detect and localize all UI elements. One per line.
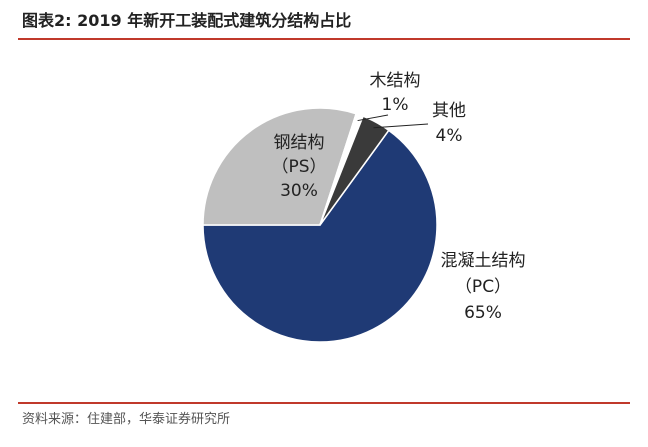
footer-rule xyxy=(18,402,630,404)
title-rule xyxy=(18,38,630,40)
label-ps-sub: （PS） xyxy=(271,157,326,177)
leader-line-other xyxy=(373,123,429,129)
label-wood-name: 木结构 xyxy=(370,71,421,91)
leader-line-wood xyxy=(357,114,389,122)
label-pc-sub: （PC） xyxy=(455,277,511,297)
pie-slices xyxy=(202,107,438,343)
pie-slice-pc xyxy=(202,129,438,343)
pie-slice-other xyxy=(319,115,390,226)
label-other-pct: 4% xyxy=(436,126,463,146)
label-wood-pct: 1% xyxy=(382,95,409,115)
label-ps-pct: 30% xyxy=(280,181,318,201)
label-pc-pct: 65% xyxy=(464,303,502,323)
figure-title: 图表2: 2019 年新开工装配式建筑分结构占比 xyxy=(22,11,352,30)
label-other-name: 其他 xyxy=(432,101,466,121)
leader-lines xyxy=(357,114,429,129)
label-ps-name: 钢结构 xyxy=(274,133,325,153)
pie-slice-ps xyxy=(202,107,358,226)
source-note: 资料来源：住建部，华泰证券研究所 xyxy=(22,412,231,427)
pie-chart: 混凝土结构 （PC） 65% 钢结构 （PS） 30% 木结构 1% 其他 4% xyxy=(202,71,526,343)
label-pc-name: 混凝土结构 xyxy=(441,251,526,271)
